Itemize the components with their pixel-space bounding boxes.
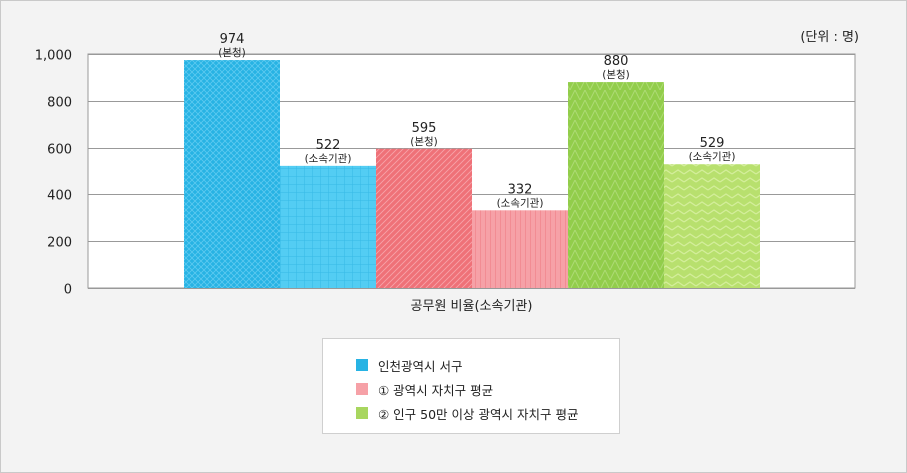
bar	[280, 165, 376, 288]
legend-label: ① 광역시 자치구 평균	[378, 382, 494, 398]
y-tick-label: 400	[47, 189, 72, 204]
bar-value-label: 529	[700, 136, 725, 151]
bar	[568, 82, 664, 288]
y-tick-label: 200	[47, 236, 72, 251]
bar-sub-label: (소속기관)	[689, 151, 736, 163]
legend: 인천광역시 서구 ① 광역시 자치구 평균 ② 인구 50만 이상 광역시 자치…	[322, 338, 620, 434]
legend-swatch	[356, 383, 368, 395]
bar	[472, 210, 568, 288]
bar-value-label: 974	[220, 32, 245, 47]
y-tick-label: 0	[64, 283, 72, 298]
bar-value-label: 880	[604, 54, 629, 69]
legend-swatch	[356, 407, 368, 419]
legend-swatch	[356, 359, 368, 371]
bar-sub-label: (본청)	[410, 136, 438, 148]
legend-item: ② 인구 50만 이상 광역시 자치구 평균	[356, 401, 619, 425]
bar-value-label: 522	[316, 138, 341, 153]
bar-value-label: 595	[412, 121, 437, 136]
legend-item: ① 광역시 자치구 평균	[356, 377, 619, 401]
x-category-label: 공무원 비율(소속기관)	[411, 299, 533, 314]
legend-label: ② 인구 50만 이상 광역시 자치구 평균	[378, 406, 579, 422]
bar	[184, 60, 280, 288]
bar-sub-label: (소속기관)	[305, 153, 352, 165]
bar-sub-label: (본청)	[602, 69, 630, 81]
y-tick-label: 600	[47, 143, 72, 158]
bar-sub-label: (소속기관)	[497, 197, 544, 209]
y-tick-label: 1,000	[35, 49, 72, 64]
y-tick-label: 800	[47, 96, 72, 111]
legend-item: 인천광역시 서구	[356, 353, 619, 377]
legend-label: 인천광역시 서구	[378, 358, 463, 374]
unit-label: (단위 : 명)	[800, 30, 859, 45]
bar	[664, 164, 760, 288]
bar	[376, 148, 472, 288]
bar-value-label: 332	[508, 182, 533, 197]
bar-sub-label: (본청)	[218, 47, 246, 59]
